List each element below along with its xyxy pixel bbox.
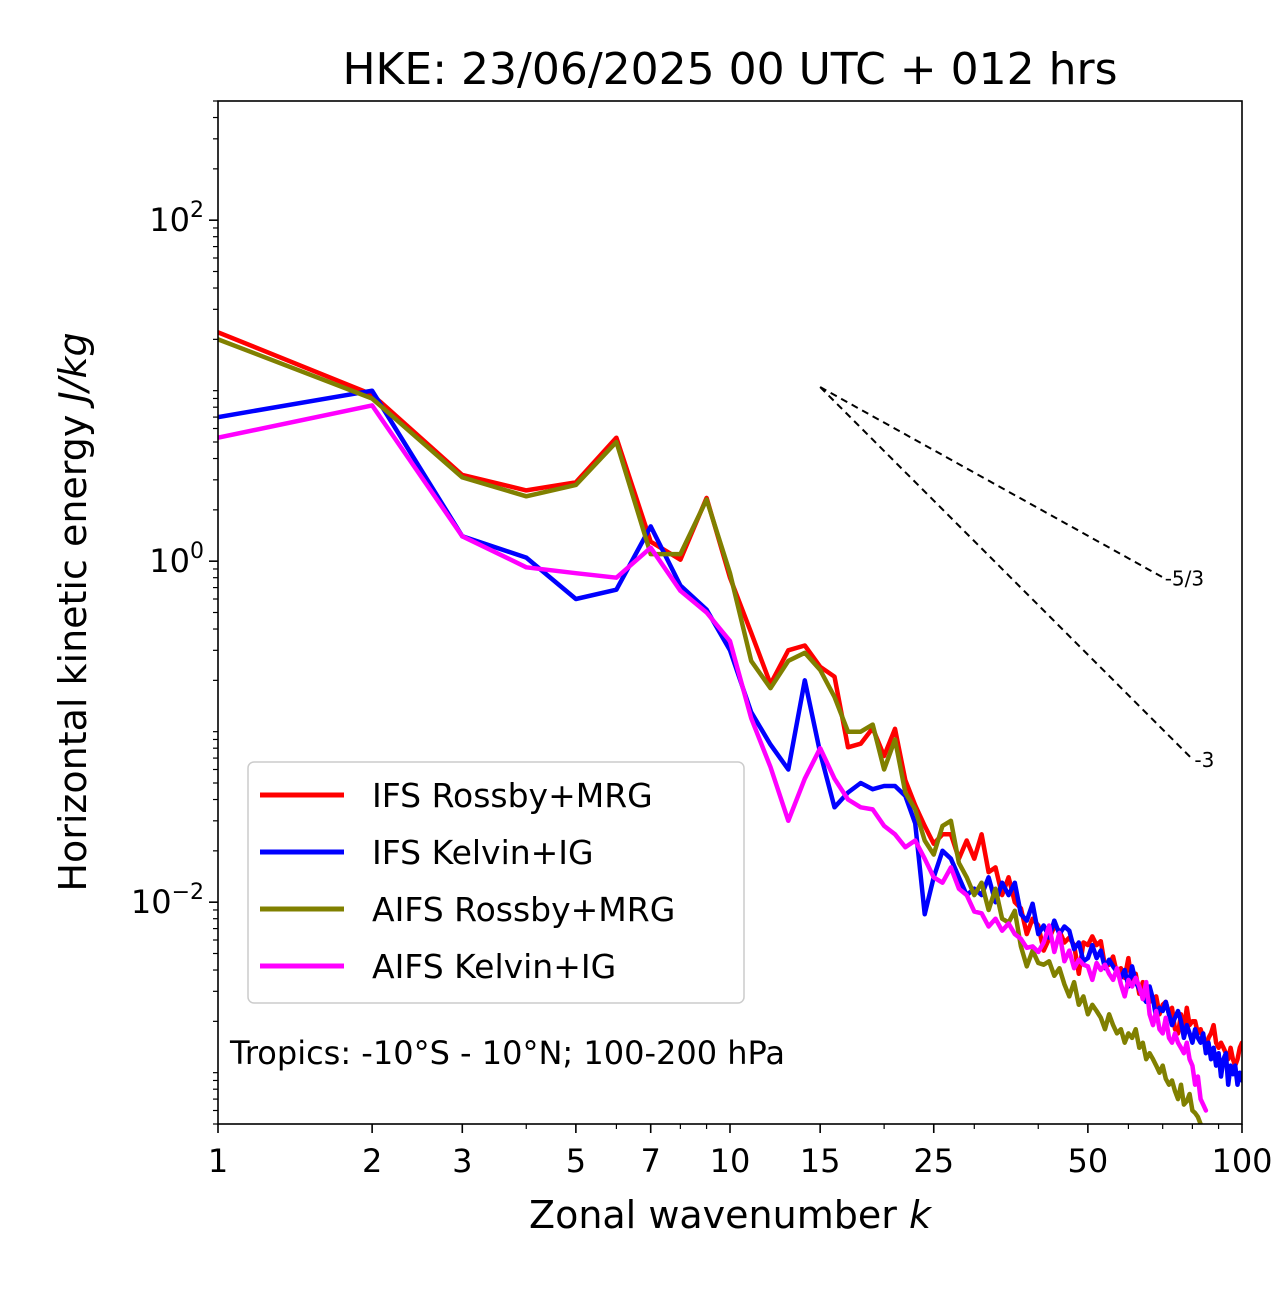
plot-frame — [217, 100, 1243, 1125]
slope-label: -3 — [1194, 748, 1214, 772]
series-line-aifs-rossby-mrg — [218, 337, 1203, 1124]
x-tick-label: 2 — [362, 1142, 382, 1180]
x-tick-label: 50 — [1068, 1142, 1109, 1180]
axis-ticks: 1 2 3 5 7 10 15 25 50 100 102 100 10−2 — [131, 100, 1273, 1180]
reference-slope-layer: -5/3 -3 — [819, 386, 1214, 772]
x-tick-label: 15 — [800, 1142, 841, 1180]
series-line-aifs-kelvin-ig — [218, 403, 1209, 1113]
legend-label-aifs-rossby: AIFS Rossby+MRG — [372, 890, 675, 929]
legend: IFS Rossby+MRG IFS Kelvin+IG AIFS Rossby… — [247, 761, 745, 1004]
slope-label: -5/3 — [1165, 566, 1204, 590]
y-axis-label: Horizontal kinetic energy J/kg — [51, 332, 95, 891]
legend-label-ifs-kelvin: IFS Kelvin+IG — [372, 833, 594, 872]
legend-box — [247, 761, 745, 1004]
series-layer — [218, 330, 1242, 1124]
x-axis-label: Zonal wavenumber k — [529, 1193, 933, 1237]
legend-label-aifs-kelvin: AIFS Kelvin+IG — [372, 947, 616, 986]
x-tick-label: 25 — [913, 1142, 954, 1180]
y-tick-label: 100 — [149, 539, 204, 580]
chart-title: HKE: 23/06/2025 00 UTC + 012 hrs — [342, 44, 1117, 95]
legend-label-ifs-rossby: IFS Rossby+MRG — [372, 776, 653, 815]
slope-reference-line — [819, 386, 1164, 579]
series-line-ifs-kelvin-ig — [218, 388, 1242, 1087]
x-tick-label: 1 — [208, 1142, 228, 1180]
x-tick-label: 5 — [566, 1142, 586, 1180]
slope-reference-line — [819, 386, 1194, 760]
x-tick-label: 100 — [1211, 1142, 1272, 1180]
x-tick-label: 10 — [710, 1142, 751, 1180]
y-tick-label: 102 — [149, 198, 204, 239]
x-tick-label: 3 — [452, 1142, 472, 1180]
x-tick-label: 7 — [641, 1142, 661, 1180]
region-annotation: Tropics: -10°S - 10°N; 100-200 hPa — [229, 1034, 785, 1072]
y-tick-label: 10−2 — [131, 880, 204, 921]
